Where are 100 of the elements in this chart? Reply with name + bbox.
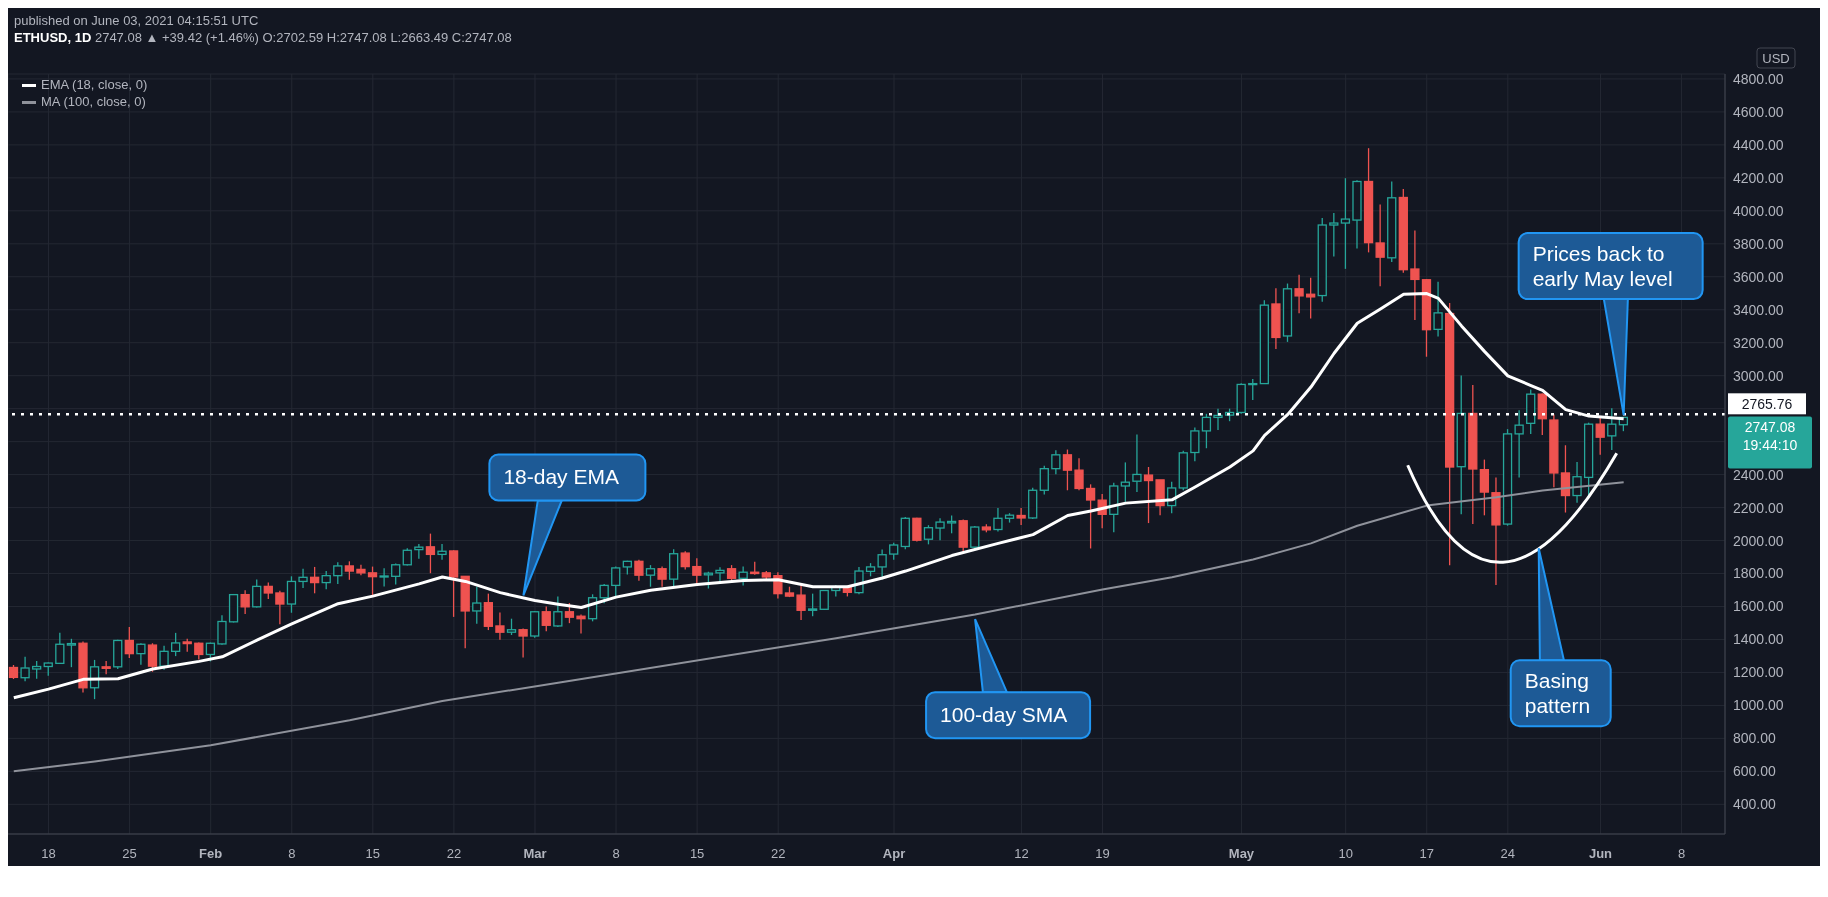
candlestick xyxy=(171,632,181,657)
x-tick-label: 19 xyxy=(1095,846,1110,861)
y-tick-label: 800.00 xyxy=(1733,730,1777,747)
candlestick xyxy=(692,557,702,586)
annotation: Basing pattern xyxy=(1524,669,1591,718)
candlestick xyxy=(1410,229,1420,321)
candlestick xyxy=(993,507,1003,533)
y-tick-label: 2000.00 xyxy=(1733,532,1784,549)
text: 2747.08 19:44:10 xyxy=(1742,419,1798,454)
x-tick-label: Feb xyxy=(199,846,223,861)
y-tick-label: 1800.00 xyxy=(1733,565,1784,582)
x-tick-label: 12 xyxy=(1014,846,1029,861)
candlestick xyxy=(147,642,158,673)
candlestick xyxy=(367,565,378,597)
candlestick xyxy=(819,589,829,610)
candlestick xyxy=(1016,507,1026,526)
y-tick-label: 3400.00 xyxy=(1733,301,1784,318)
y-tick-label: 3000.00 xyxy=(1733,367,1784,384)
candlestick xyxy=(518,627,528,659)
candlestick xyxy=(414,543,424,560)
candlestick xyxy=(935,517,945,541)
candlestick xyxy=(379,567,389,588)
y-tick-label: 400.00 xyxy=(1733,796,1777,813)
candlestick xyxy=(275,590,285,625)
candlestick xyxy=(495,611,505,641)
candlestick xyxy=(1306,277,1316,320)
legend-label: MA (100, close, 0) xyxy=(40,93,147,110)
candlestick xyxy=(1132,433,1142,493)
candlestick xyxy=(20,656,30,682)
y-tick-label: 3800.00 xyxy=(1733,235,1784,252)
candlestick xyxy=(1595,417,1605,456)
y-tick-label: 1600.00 xyxy=(1733,598,1784,615)
candlestick xyxy=(923,524,934,545)
candlestick xyxy=(1248,378,1258,401)
candlestick xyxy=(472,586,482,625)
candlestick xyxy=(286,575,297,614)
candlestick xyxy=(124,626,134,659)
y-tick-label: 3600.00 xyxy=(1733,268,1784,285)
candlestick xyxy=(298,568,308,589)
candlestick xyxy=(1329,212,1339,258)
legend-label: EMA (18, close, 0) xyxy=(40,76,148,93)
y-tick-label: 2400.00 xyxy=(1733,466,1784,483)
y-tick-label: 3200.00 xyxy=(1733,334,1784,351)
x-tick-label: May xyxy=(1228,846,1255,861)
x-tick-label: Mar xyxy=(523,846,547,861)
candlestick xyxy=(796,583,806,621)
x-tick-label: 8 xyxy=(288,846,296,861)
y-axis-title: USD xyxy=(1762,51,1790,66)
x-tick-label: Apr xyxy=(882,846,906,861)
candlestick xyxy=(1190,426,1200,462)
text: published on June 03, 2021 04:15:51 UTC xyxy=(14,12,260,29)
candlestick xyxy=(437,543,447,561)
candlestick xyxy=(1560,444,1571,514)
candlestick xyxy=(1340,177,1351,270)
annotation: Prices back to early May level xyxy=(1532,242,1673,291)
x-tick-label: 22 xyxy=(446,846,462,861)
candlestick xyxy=(1120,461,1130,503)
y-tick-label: 4600.00 xyxy=(1733,103,1784,120)
candlestick xyxy=(55,632,65,665)
y-tick-label: 600.00 xyxy=(1733,763,1777,780)
y-tick-label: 2200.00 xyxy=(1733,499,1784,516)
x-tick-label: 22 xyxy=(770,846,786,861)
candlestick xyxy=(634,559,644,582)
y-tick-label: 4400.00 xyxy=(1733,136,1784,153)
candlestick xyxy=(1294,273,1304,314)
x-tick-label: 8 xyxy=(612,846,620,861)
candlestick xyxy=(1039,465,1049,496)
candlestick xyxy=(599,583,609,605)
y-tick-label: 1000.00 xyxy=(1733,697,1784,714)
candlestick xyxy=(1607,407,1617,451)
candlestick xyxy=(576,613,586,635)
y-tick-label: 1400.00 xyxy=(1733,631,1784,648)
y-tick-label: 4800.00 xyxy=(1733,70,1784,87)
candlestick xyxy=(321,570,331,590)
candlestick xyxy=(564,602,575,624)
candlestick xyxy=(1074,457,1084,491)
candlestick xyxy=(217,614,227,646)
candlestick xyxy=(483,592,493,631)
candlestick xyxy=(309,566,320,594)
y-tick-label: 4000.00 xyxy=(1733,202,1784,219)
candlestick xyxy=(252,578,262,609)
x-tick-label: 15 xyxy=(365,846,381,861)
candlestick xyxy=(240,589,250,615)
x-tick-label: 24 xyxy=(1500,846,1516,861)
candlestick xyxy=(66,638,77,668)
candlestick xyxy=(1085,483,1096,550)
candlestick xyxy=(807,592,818,617)
x-tick-label: 8 xyxy=(1677,846,1686,861)
candlestick xyxy=(657,565,667,588)
candlestick xyxy=(425,532,436,574)
annotation: 18-day EMA xyxy=(503,465,619,489)
x-tick-label: 15 xyxy=(689,846,705,861)
candlestick xyxy=(1201,413,1212,449)
candlestick xyxy=(333,561,343,585)
x-tick-label: Jun xyxy=(1588,846,1613,861)
chart-title: ETHUSD, 1D xyxy=(14,30,92,45)
candlestick xyxy=(1143,466,1154,524)
x-tick-label: 17 xyxy=(1419,846,1434,861)
candlestick xyxy=(541,605,551,632)
ref-line-label: 2765.76 xyxy=(1741,396,1793,413)
